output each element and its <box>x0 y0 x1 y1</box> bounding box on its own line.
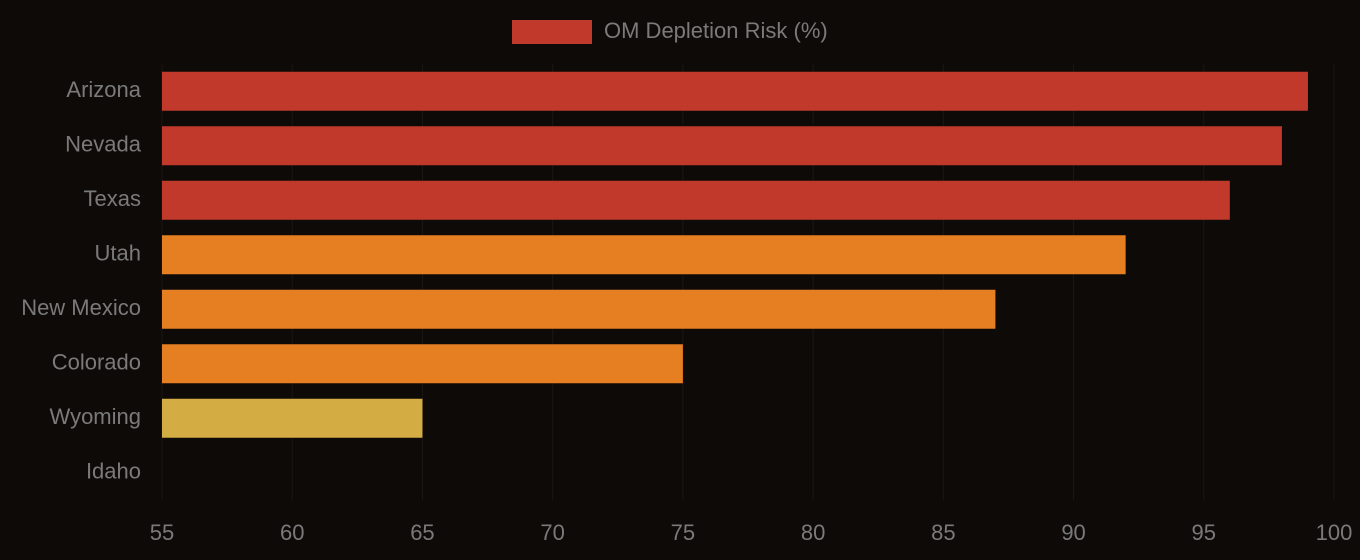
x-tick-label: 65 <box>410 520 434 545</box>
bar <box>162 398 423 438</box>
x-tick-label: 100 <box>1316 520 1353 545</box>
bar <box>162 71 1308 111</box>
y-tick-label: Arizona <box>66 77 141 102</box>
x-tick-label: 75 <box>671 520 695 545</box>
x-tick-label: 90 <box>1061 520 1085 545</box>
y-tick-label: Nevada <box>65 132 142 157</box>
y-tick-label: New Mexico <box>21 295 141 320</box>
x-tick-label: 70 <box>540 520 564 545</box>
x-tick-label: 55 <box>150 520 174 545</box>
x-tick-label: 60 <box>280 520 304 545</box>
y-tick-label: Colorado <box>52 350 141 375</box>
bar <box>162 344 683 384</box>
y-tick-label: Wyoming <box>50 404 142 429</box>
legend-swatch <box>512 20 592 44</box>
bar <box>162 235 1126 275</box>
legend-label: OM Depletion Risk (%) <box>604 18 828 43</box>
x-tick-label: 80 <box>801 520 825 545</box>
x-tick-label: 95 <box>1192 520 1216 545</box>
y-tick-label: Texas <box>84 186 141 211</box>
y-tick-label: Idaho <box>86 459 141 484</box>
x-tick-label: 85 <box>931 520 955 545</box>
bar <box>162 289 996 329</box>
y-tick-label: Utah <box>95 241 141 266</box>
bar <box>162 126 1282 166</box>
bar <box>162 180 1230 220</box>
